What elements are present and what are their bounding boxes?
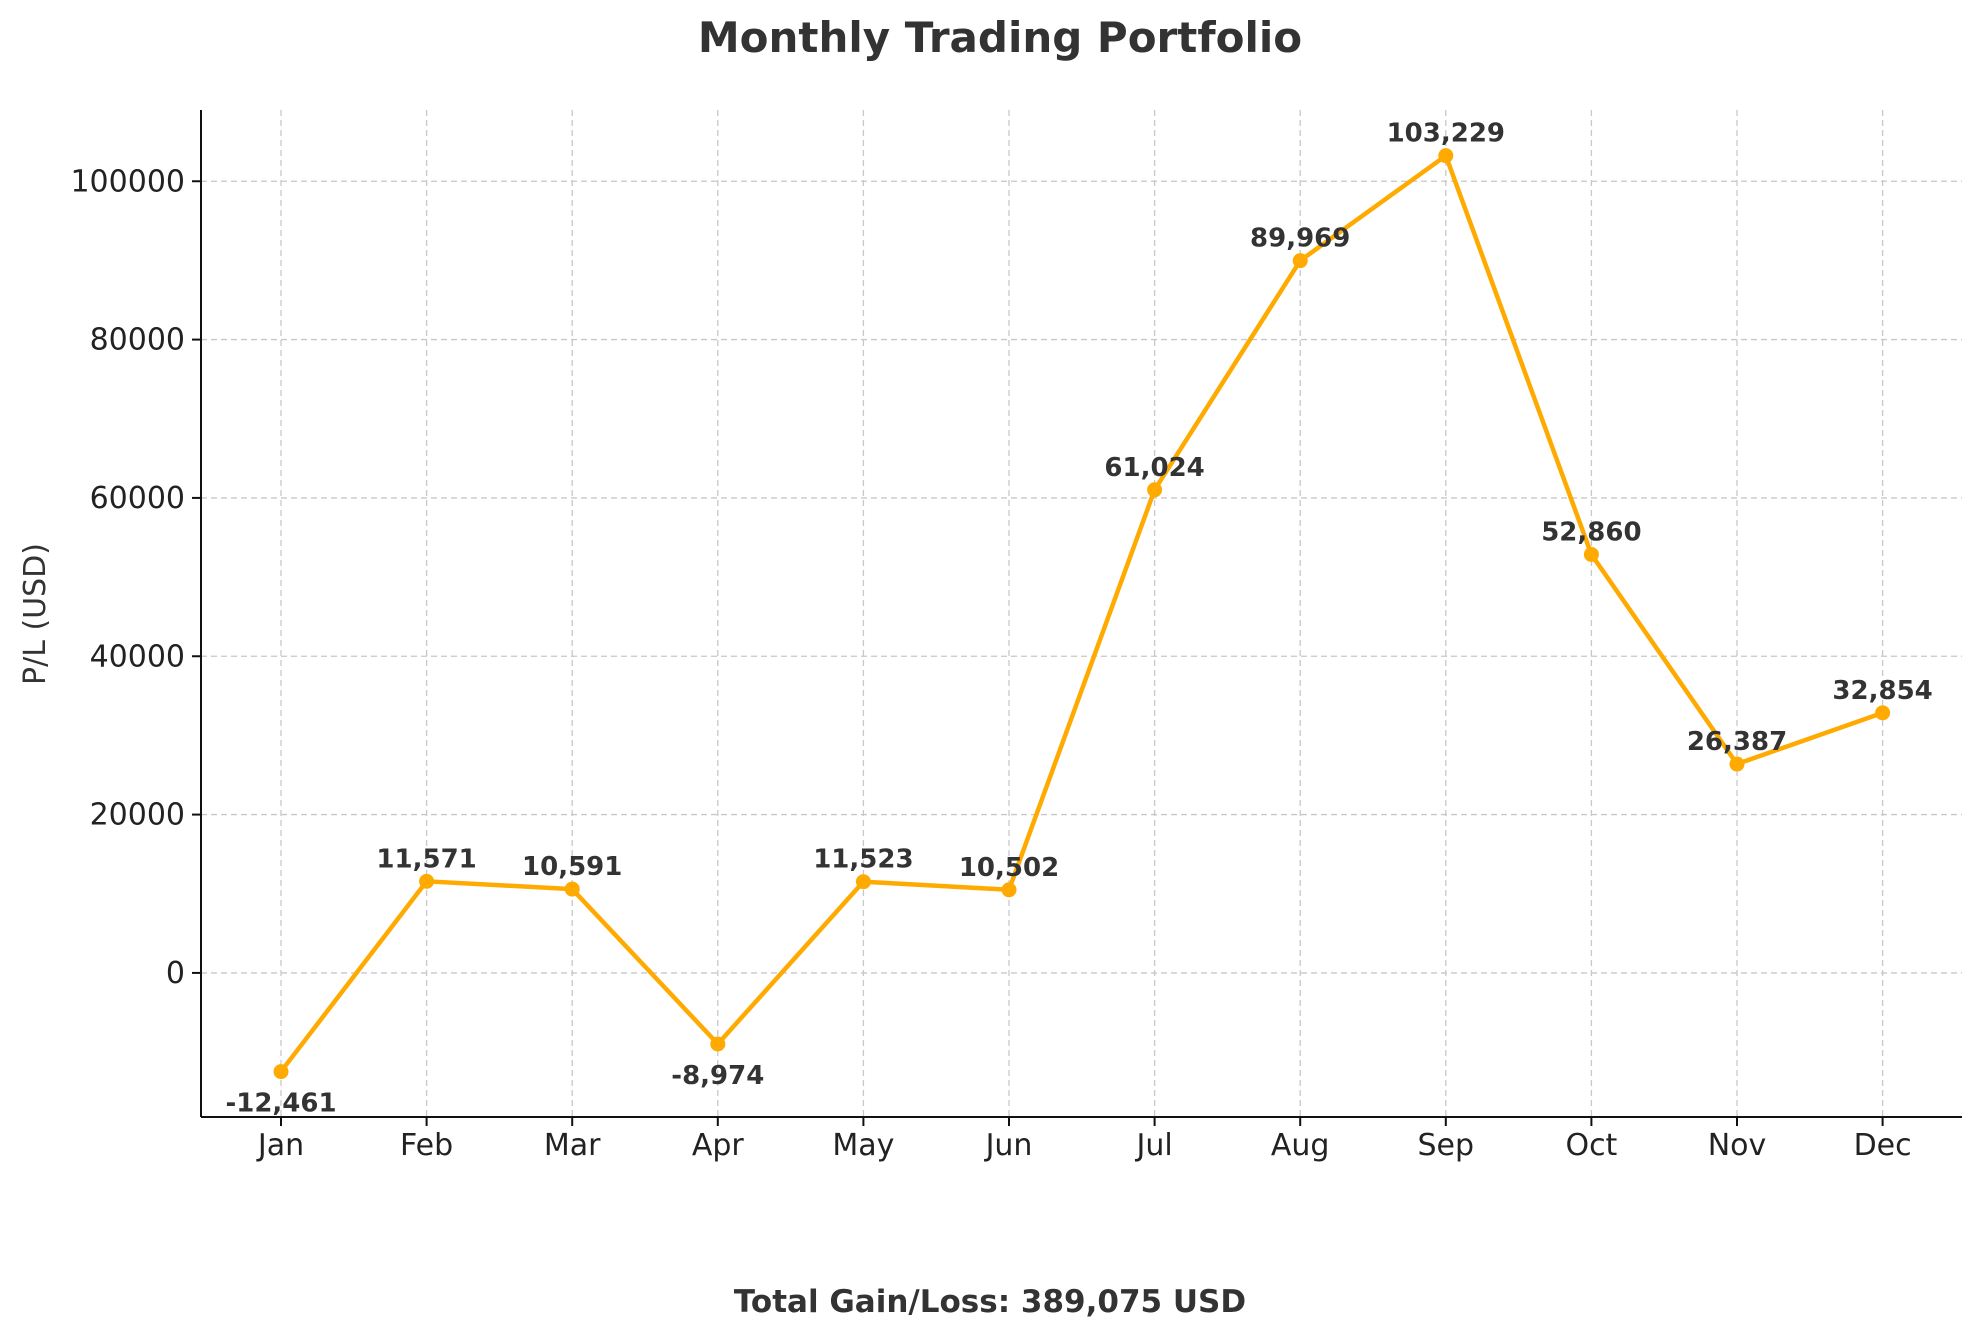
data-label: 89,969 — [1250, 224, 1350, 254]
x-tick-label: Dec — [1854, 1128, 1912, 1163]
x-tick-label: Sep — [1418, 1128, 1475, 1163]
data-label: 11,523 — [813, 845, 913, 875]
data-label: -8,974 — [671, 1061, 764, 1091]
data-point — [419, 873, 435, 889]
data-point — [1001, 882, 1017, 898]
x-tick-label: Nov — [1708, 1128, 1767, 1163]
data-label: 52,860 — [1541, 517, 1641, 547]
x-tick-label: Feb — [400, 1128, 453, 1163]
x-tick-label: Aug — [1271, 1128, 1330, 1163]
x-tick-label: May — [832, 1128, 894, 1163]
data-point — [1292, 253, 1308, 269]
total-gain-loss: Total Gain/Loss: 389,075 USD — [734, 1284, 1246, 1320]
data-point — [1729, 756, 1745, 772]
x-axis-ticks: Jan Feb Mar Apr May Jun Jul Aug Sep Oct Nov Dec — [256, 1117, 1912, 1163]
chart-title: Monthly Trading Portfolio — [698, 13, 1302, 62]
data-label: -12,461 — [225, 1089, 336, 1119]
data-point — [564, 881, 580, 897]
grid — [201, 110, 1962, 1117]
data-label: 11,571 — [376, 844, 476, 874]
y-axis-ticks: 0 20000 40000 60000 80000 100000 — [70, 164, 201, 991]
data-point — [1147, 482, 1163, 498]
x-tick-label: Jun — [984, 1128, 1033, 1163]
y-tick-label: 100000 — [70, 164, 185, 199]
y-tick-label: 40000 — [90, 639, 185, 674]
data-label: 103,229 — [1387, 119, 1505, 149]
x-tick-label: Jan — [256, 1128, 304, 1163]
data-point — [1583, 546, 1599, 562]
x-tick-label: Apr — [692, 1128, 745, 1163]
data-label: 10,591 — [522, 852, 622, 882]
data-label: 26,387 — [1687, 727, 1787, 757]
series-line — [278, 153, 1885, 1074]
data-label: 10,502 — [959, 853, 1059, 883]
data-point — [855, 874, 871, 890]
y-tick-label: 0 — [166, 956, 185, 991]
x-tick-label: Mar — [544, 1128, 601, 1163]
y-tick-label: 20000 — [90, 798, 185, 833]
data-point — [1438, 148, 1454, 164]
data-label: 61,024 — [1104, 453, 1204, 483]
data-label: 32,854 — [1832, 676, 1932, 706]
y-tick-label: 60000 — [90, 481, 185, 516]
x-tick-label: Jul — [1134, 1128, 1172, 1163]
data-point — [710, 1036, 726, 1052]
x-tick-label: Oct — [1565, 1128, 1617, 1163]
data-labels: -12,461 11,571 10,591 -8,974 11,523 10,502 61,… — [225, 119, 1932, 1119]
data-point — [273, 1064, 289, 1080]
y-axis-label: P/L (USD) — [18, 543, 53, 685]
data-point — [1875, 705, 1891, 721]
y-tick-label: 80000 — [90, 323, 185, 358]
data-points — [273, 148, 1891, 1080]
